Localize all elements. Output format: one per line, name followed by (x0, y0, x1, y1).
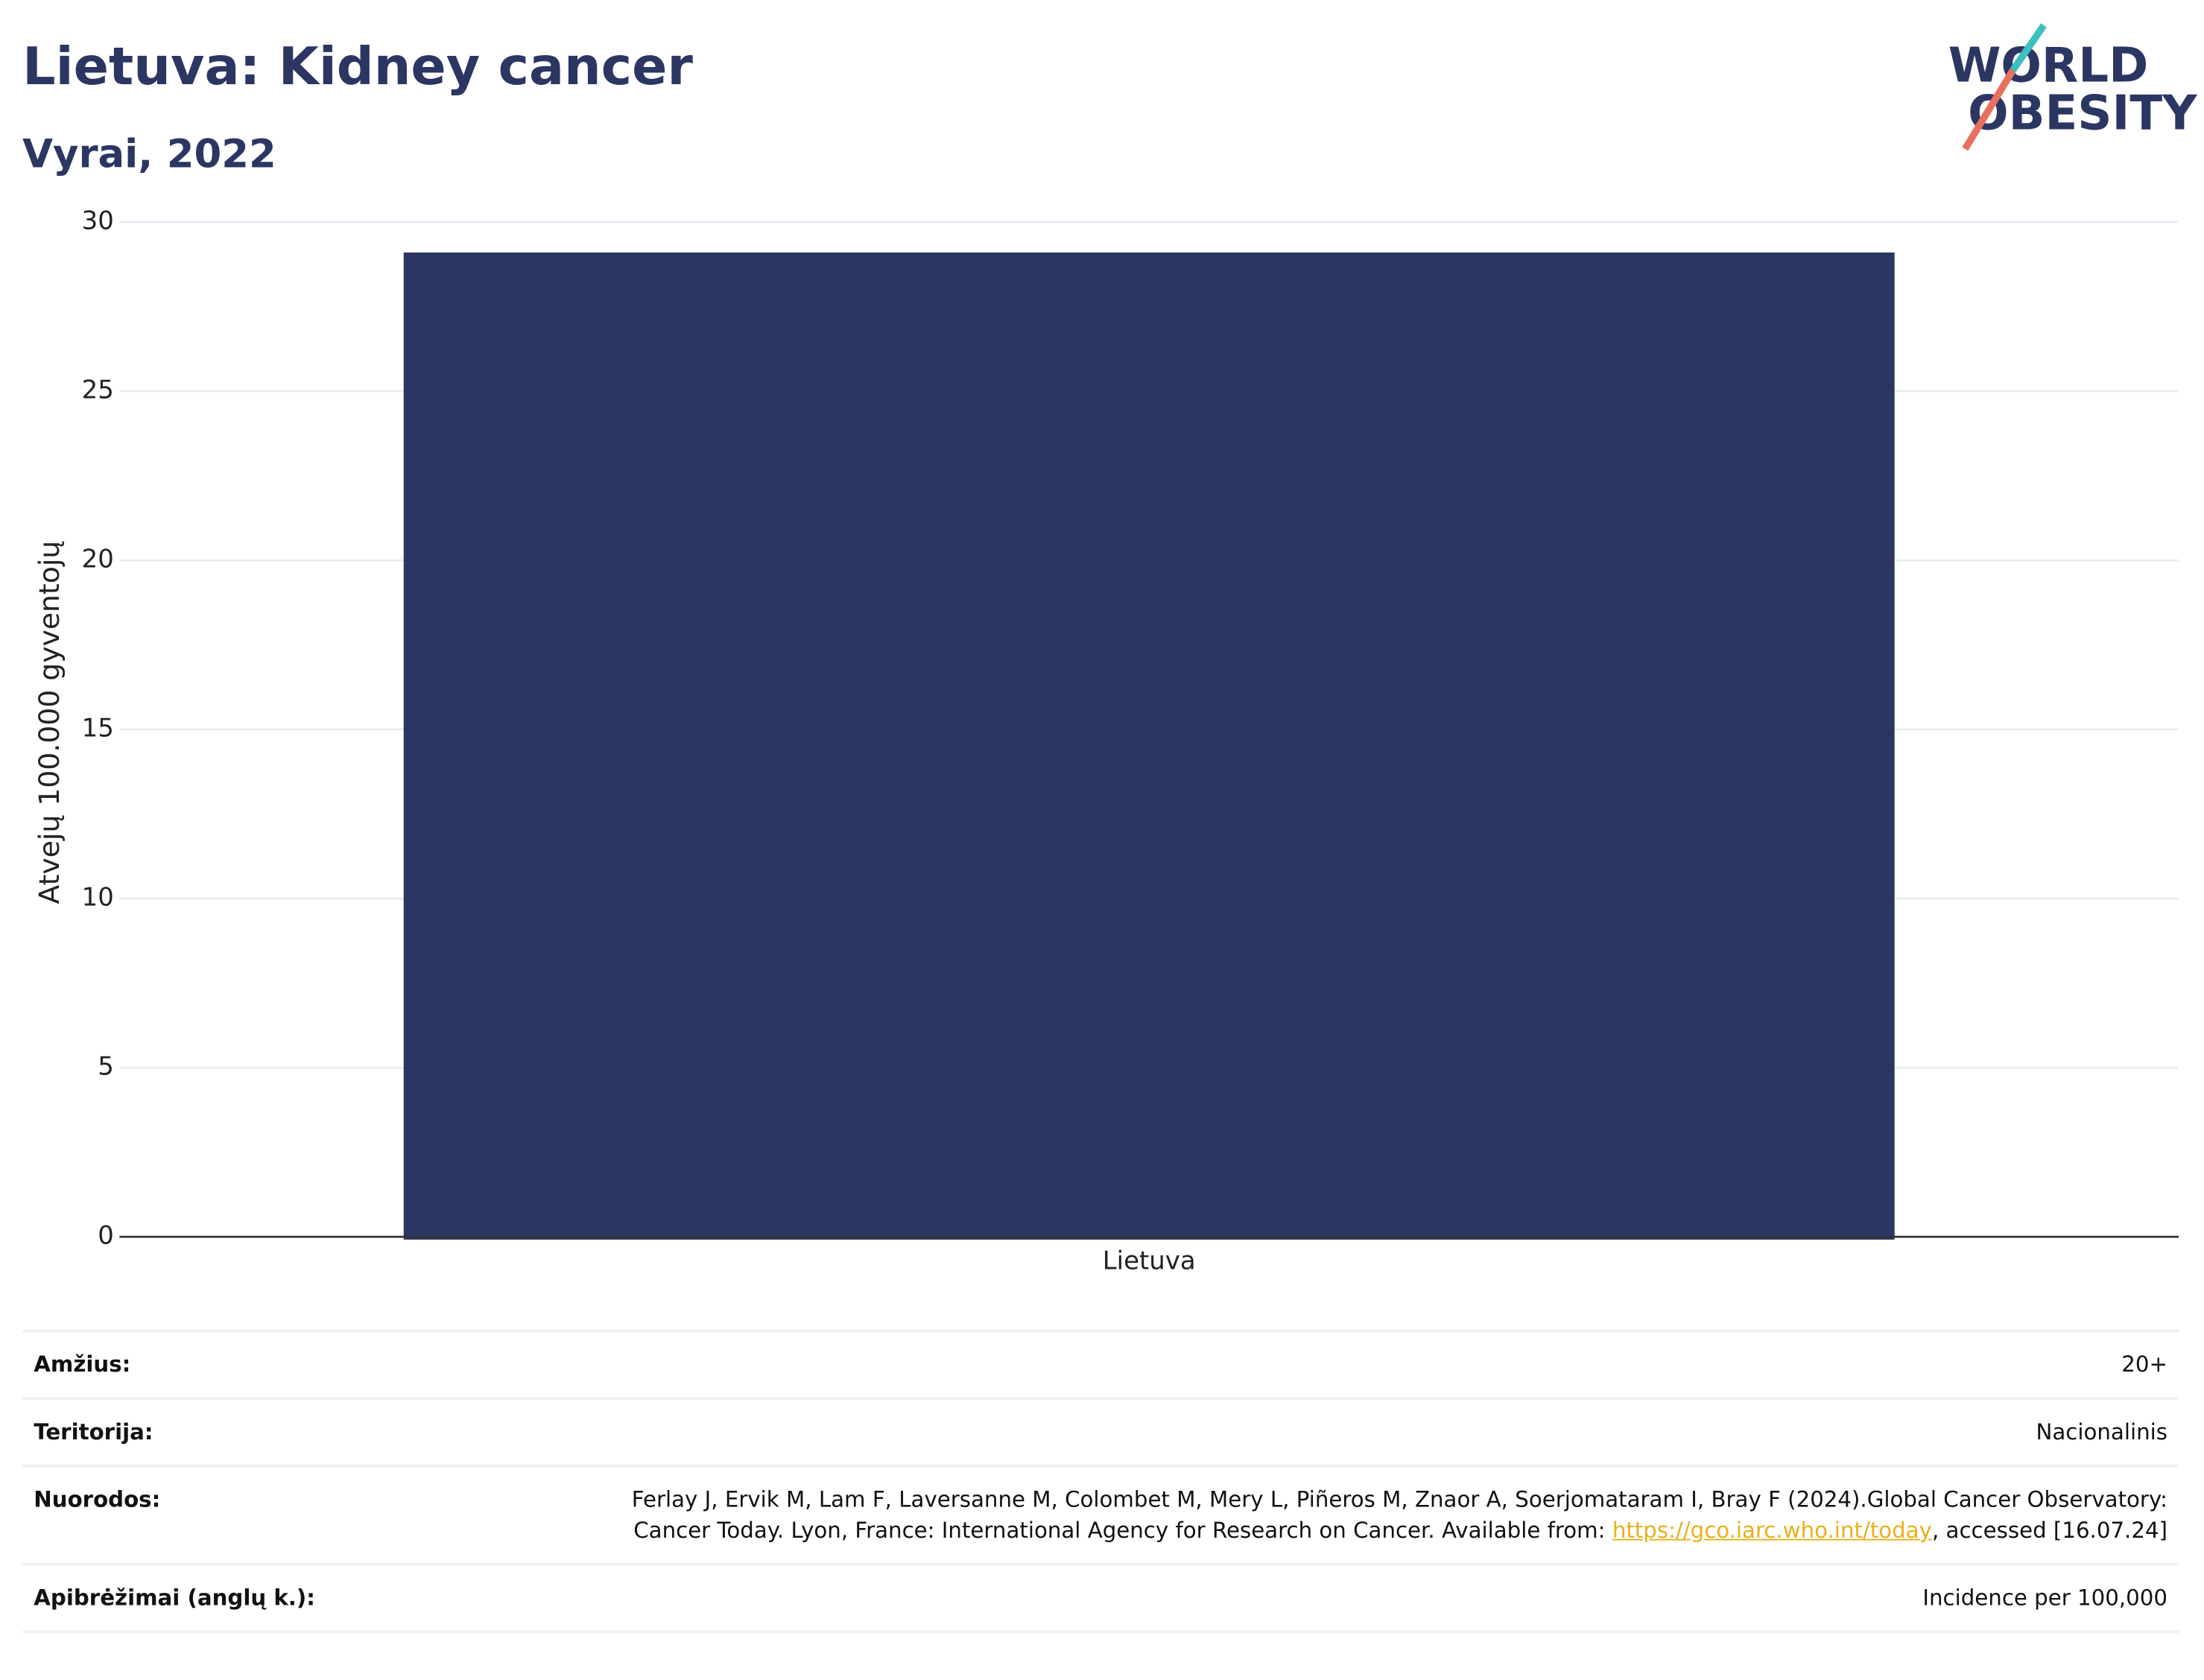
logo-slash (2010, 23, 2047, 72)
y-tick-label: 5 (98, 1052, 114, 1082)
y-tick-label: 15 (82, 714, 114, 744)
info-table: Amžius: 20+ Teritorija: Nacionalinis Nuorodo… (22, 1329, 2179, 1634)
chart: Lietuva: Kidney cancer Vyrai, 2022 WORLD… (22, 23, 2198, 1276)
table-row: Teritorija: Nacionalinis (22, 1397, 2179, 1465)
reference-link[interactable]: https://gco.iarc.who.int/today (1612, 1518, 1932, 1544)
value-text: , accessed [16.07.24] (1931, 1518, 2167, 1544)
row-value: Incidence per 100,000 (1922, 1582, 2167, 1614)
row-value: Ferlay J, Ervik M, Lam F, Laversanne M, … (607, 1484, 2167, 1546)
value-text: 20+ (2121, 1351, 2167, 1378)
row-label: Amžius: (34, 1351, 131, 1378)
value-text: Nacionalinis (2036, 1419, 2167, 1445)
value-text: Ferlay J, Ervik M, Lam F, Laversanne M, … (631, 1486, 2167, 1544)
value-text: Incidence per 100,000 (1922, 1585, 2167, 1611)
y-axis-label: Atvejų 100.000 gyventojų (33, 541, 66, 904)
title: Lietuva: Kidney cancer (22, 37, 693, 97)
row-value: 20+ (2121, 1349, 2167, 1381)
logo-text: WORLD (1948, 37, 2149, 93)
subtitle: Vyrai, 2022 (22, 131, 276, 177)
table-row: Amžius: 20+ (22, 1329, 2179, 1398)
logo-slash (1962, 68, 2016, 151)
row-label: Nuorodos: (34, 1486, 161, 1512)
y-tick-label: 0 (98, 1221, 114, 1251)
table-row: Apibrėžimai (anglų k.): Incidence per 100… (22, 1562, 2179, 1634)
y-tick-label: 10 (82, 883, 114, 913)
row-value: Nacionalinis (2036, 1417, 2167, 1448)
x-tick-label: Lietuva (1103, 1246, 1196, 1276)
y-tick-label: 30 (82, 206, 114, 236)
row-label: Apibrėžimai (anglų k.): (34, 1585, 315, 1611)
bar (403, 252, 1895, 1240)
logo: WORLD OBESITY (1948, 23, 2198, 151)
table-row: Nuorodos: Ferlay J, Ervik M, Lam F, Laver… (22, 1464, 2179, 1563)
row-label: Teritorija: (34, 1419, 153, 1445)
y-tick-label: 25 (82, 375, 114, 405)
logo-text: OBESITY (1968, 86, 2198, 142)
y-tick-label: 20 (82, 545, 114, 574)
